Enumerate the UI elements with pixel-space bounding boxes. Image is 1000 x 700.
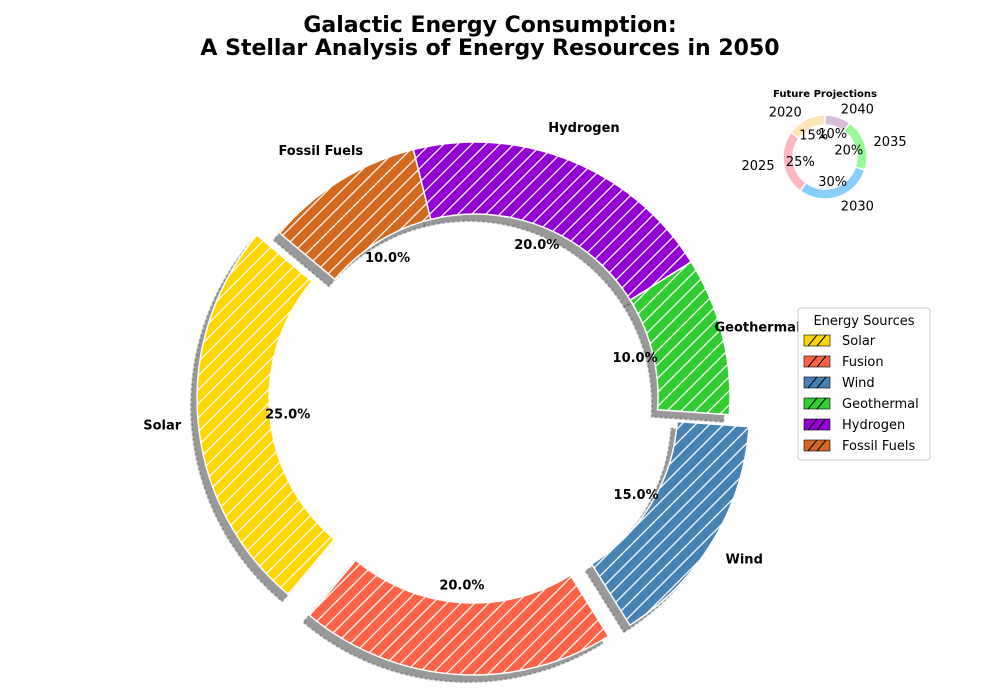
legend-swatch-hydrogen: [803, 418, 831, 431]
legend-label-geothermal: Geothermal: [842, 397, 919, 412]
legend: Energy Sources Solar Fusion Wind Geothermal H…: [797, 307, 931, 461]
wedge-hatch-fossil-fuels: [279, 149, 431, 280]
chart-title: Galactic Energy Consumption: A Stellar A…: [200, 13, 779, 61]
inset-label-2020: 2020: [769, 106, 802, 121]
inset-value-label-2020: 15%: [799, 129, 828, 144]
legend-swatch-solar: [803, 334, 831, 347]
category-label-hydrogen: Hydrogen: [548, 121, 619, 136]
legend-swatch-fusion: [803, 355, 831, 368]
value-label-wind: 15.0%: [614, 488, 659, 503]
legend-swatch-hatch-solar: [807, 334, 827, 347]
legend-label-solar: Solar: [842, 334, 876, 349]
inset-label-2040: 2040: [841, 103, 874, 118]
inset-value-label-2030: 30%: [818, 175, 847, 190]
inset-wedge-2040: [824, 114, 851, 133]
inset-labels: 2020 15% 2025 25% 2030 30% 2035 20% 2040 10%: [742, 103, 907, 215]
main-donut: [196, 141, 750, 676]
inset-value-label-2035: 20%: [834, 143, 863, 158]
inset-donut: [782, 114, 868, 200]
value-label-geothermal: 10.0%: [613, 351, 658, 366]
legend-frame: [797, 307, 931, 461]
value-label-solar: 25.0%: [265, 407, 310, 422]
value-label-fossil-fuels: 10.0%: [365, 251, 410, 266]
chart-title-line-1: Galactic Energy Consumption:: [303, 13, 676, 38]
value-label-hydrogen: 20.0%: [514, 238, 559, 253]
wedge-hatch-geothermal: [630, 261, 731, 415]
category-label-geothermal: Geothermal: [714, 321, 800, 336]
value-label-fusion: 20.0%: [439, 579, 484, 594]
main-donut-labels: Solar25.0%Fusion20.0%Wind15.0%Geothermal…: [143, 121, 800, 594]
category-label-wind: Wind: [726, 553, 763, 568]
category-label-fossil-fuels: Fossil Fuels: [278, 144, 363, 159]
chart-title-line-2: A Stellar Analysis of Energy Resources i…: [200, 36, 779, 61]
inset-value-label-2025: 25%: [786, 155, 815, 170]
legend-swatch-hatch-wind: [807, 376, 827, 389]
legend-label-fossil-fuels: Fossil Fuels: [842, 439, 915, 454]
legend-label-hydrogen: Hydrogen: [842, 418, 905, 433]
legend-swatch-hatch-fossil-fuels: [807, 439, 827, 452]
legend-label-fusion: Fusion: [842, 355, 884, 370]
wedge-hatch-solar: [197, 235, 335, 595]
inset-value-label-2040: 10%: [818, 127, 847, 142]
legend-swatch-geothermal: [803, 397, 831, 410]
inset-label-2035: 2035: [874, 135, 907, 150]
inset-label-2025: 2025: [742, 159, 775, 174]
category-label-solar: Solar: [143, 418, 182, 433]
wedge-hatch-wind: [591, 421, 750, 626]
legend-label-wind: Wind: [842, 376, 875, 391]
inset-title: Future Projections: [773, 89, 877, 100]
legend-title: Energy Sources: [813, 314, 914, 329]
future-projections-inset: Future Projections 2020 15% 2025 25% 2030 30%…: [742, 89, 907, 215]
legend-swatch-hatch-geothermal: [807, 397, 827, 410]
legend-swatch-hatch-fusion: [807, 355, 827, 368]
inset-label-2030: 2030: [841, 200, 874, 215]
legend-swatch-wind: [803, 376, 831, 389]
legend-swatch-fossil-fuels: [803, 439, 831, 452]
wedge-hatch-fusion: [309, 560, 609, 675]
wedge-hatch-hydrogen: [413, 141, 692, 301]
legend-swatch-hatch-hydrogen: [807, 418, 827, 431]
